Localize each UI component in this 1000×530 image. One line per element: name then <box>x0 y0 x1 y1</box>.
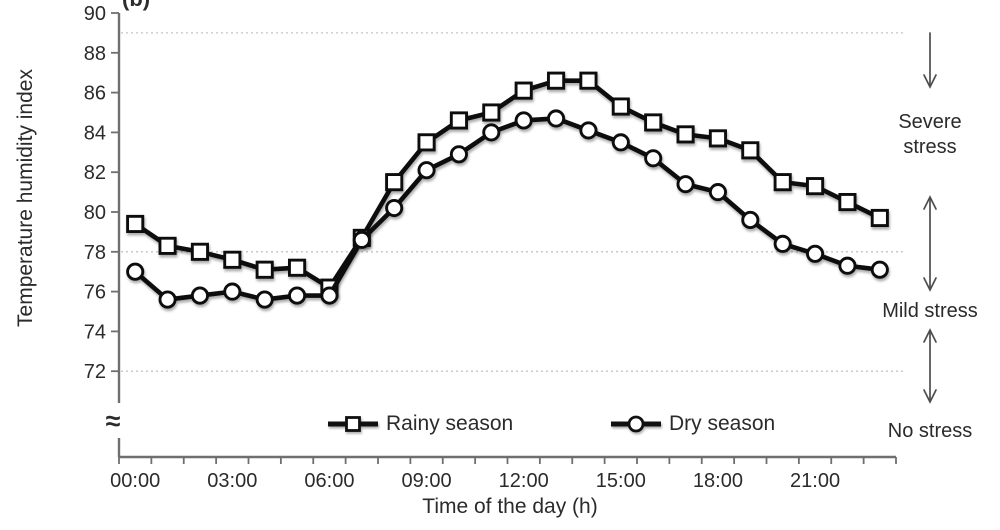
y-tick-label-82: 82 <box>84 162 106 184</box>
arrowhead-up <box>923 195 937 210</box>
data-point-circle <box>806 244 825 263</box>
data-point-circle <box>676 175 695 194</box>
data-point-circle <box>352 230 371 249</box>
data-point-circle <box>417 161 436 180</box>
y-axis-title: Temperature humidity index <box>14 69 37 327</box>
data-point-square <box>449 111 468 130</box>
y-tick-label-76: 76 <box>84 282 106 304</box>
x-tick-label-06:00: 06:00 <box>304 470 354 492</box>
data-point-square <box>611 97 630 116</box>
y-gridlines <box>121 32 905 372</box>
series-rainy-season <box>126 71 889 297</box>
legend-item-dry-season: Dry season <box>610 411 775 437</box>
data-point-circle <box>708 183 727 202</box>
data-point-circle <box>320 286 339 305</box>
y-tick-label-72: 72 <box>84 361 106 383</box>
y-axis-break-symbol: ≈ <box>106 406 121 436</box>
x-tick-labels: 00:00 03:00 06:00 09:00 12:00 15:00 18:00 21:00 <box>110 470 840 492</box>
dry-season-marker-icon <box>611 415 661 433</box>
data-point-square <box>773 173 792 192</box>
y-tick-label-90: 90 <box>84 3 106 25</box>
data-point-circle <box>449 145 468 164</box>
data-point-square <box>547 71 566 90</box>
data-point-square <box>126 214 145 233</box>
x-tick-label-18:00: 18:00 <box>693 470 743 492</box>
data-point-circle <box>644 149 663 168</box>
annotation-mild-stress: Mild stress <box>882 300 978 322</box>
legend-item-rainy-season: Rainy season <box>327 411 513 437</box>
data-point-circle <box>547 109 566 128</box>
data-point-square <box>158 236 177 255</box>
data-point-square <box>806 177 825 196</box>
series-line <box>132 116 883 302</box>
data-point-circle <box>611 133 630 152</box>
x-tick-label-03:00: 03:00 <box>207 470 257 492</box>
rainy-season-marker-icon <box>328 416 378 432</box>
data-point-square <box>514 81 533 100</box>
y-tick-label-80: 80 <box>84 202 106 224</box>
arrowhead-down <box>923 389 937 404</box>
x-axis-title: Time of the day (h) <box>422 495 598 518</box>
x-tick-label-12:00: 12:00 <box>499 470 549 492</box>
legend-label-rainy-season: Rainy season <box>386 412 514 435</box>
y-tick-label-78: 78 <box>84 242 106 264</box>
x-tick-label-15:00: 15:00 <box>596 470 646 492</box>
data-point-square <box>676 125 695 144</box>
y-tick-label-84: 84 <box>84 122 106 144</box>
legend-label-dry-season: Dry season <box>669 412 776 435</box>
data-point-square <box>579 71 598 90</box>
y-tick-label-74: 74 <box>84 321 106 343</box>
annotation-no-stress: No stress <box>887 420 973 442</box>
data-point-square <box>255 260 274 279</box>
series-dry-season <box>126 109 889 309</box>
data-point-circle <box>126 262 145 281</box>
data-point-square <box>482 103 501 122</box>
arrowhead-down <box>923 277 937 292</box>
axes <box>111 12 897 464</box>
panel-label: (b) <box>122 0 150 12</box>
data-point-circle <box>158 290 177 309</box>
data-point-circle <box>190 286 209 305</box>
data-point-circle <box>223 282 242 301</box>
data-point-circle <box>255 290 274 309</box>
data-point-square <box>385 173 404 192</box>
data-point-circle <box>773 234 792 253</box>
data-point-circle <box>482 123 501 142</box>
y-tick-labels: 90 88 86 84 82 80 78 76 74 72 <box>84 3 106 383</box>
x-tick-label-09:00: 09:00 <box>402 470 452 492</box>
data-point-circle <box>870 260 889 279</box>
data-point-circle <box>385 198 404 218</box>
annotation-severe-stress: Severe stress <box>898 111 962 158</box>
data-point-circle <box>838 256 857 275</box>
data-point-square <box>644 113 663 132</box>
data-point-circle <box>288 286 307 305</box>
stress-zone-arrows <box>923 32 937 404</box>
y-tick-label-86: 86 <box>84 83 106 105</box>
data-point-square <box>417 133 436 152</box>
data-point-square <box>190 242 209 261</box>
data-point-square <box>870 208 889 228</box>
arrowhead-up <box>923 328 937 343</box>
y-tick-label-88: 88 <box>84 43 106 65</box>
data-point-square <box>838 192 857 212</box>
data-point-circle <box>741 210 760 230</box>
series-line <box>132 78 883 290</box>
data-point-square <box>223 250 242 269</box>
data-point-circle <box>514 111 533 130</box>
data-point-square <box>288 258 307 277</box>
x-tick-label-00:00: 00:00 <box>110 470 160 492</box>
data-point-square <box>708 129 727 148</box>
x-tick-label-21:00: 21:00 <box>790 470 840 492</box>
data-point-square <box>741 141 760 160</box>
arrowhead-down <box>923 74 937 89</box>
data-point-circle <box>579 121 598 140</box>
